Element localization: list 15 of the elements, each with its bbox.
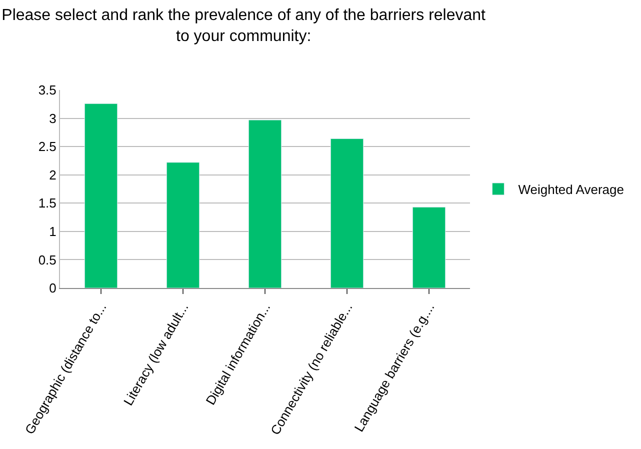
y-tick-label: 1 [49,224,56,239]
chart-title: Please select and rank the prevalence of any of the barriers relevant to your community: [2,7,486,46]
y-tick-label: 1.5 [38,196,56,211]
y-tick-label: 3 [49,110,56,126]
bar [248,120,282,288]
y-tick-label: 0 [49,280,56,296]
y-tick-label: 0.5 [38,252,56,268]
legend-label: Weighted Average [518,182,624,198]
bar [166,162,200,288]
y-tick-label: 2.5 [38,139,56,154]
y-tick-label: 3.5 [38,82,56,98]
y-tick-label: 2 [49,167,56,182]
bar [84,103,118,288]
bar [330,138,364,288]
bar [412,206,446,288]
